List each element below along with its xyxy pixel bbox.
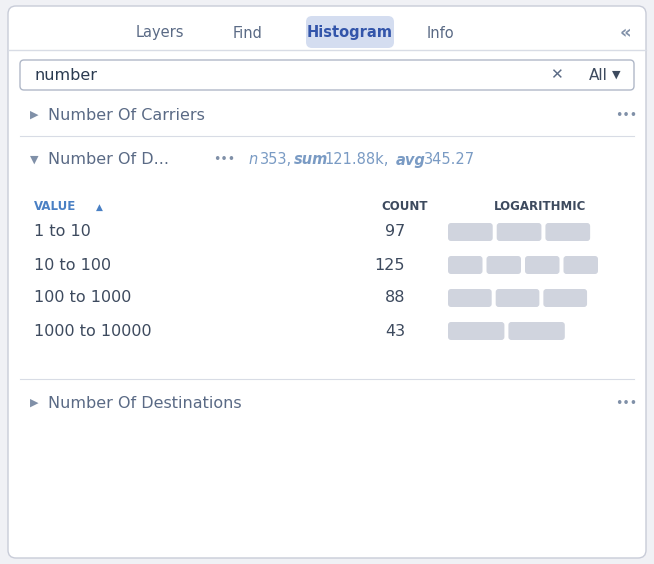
Text: 345.27: 345.27	[424, 152, 475, 168]
Text: •••: •••	[213, 153, 235, 166]
Text: Number Of D...: Number Of D...	[48, 152, 169, 168]
Text: ▶: ▶	[29, 110, 38, 120]
FancyBboxPatch shape	[448, 223, 492, 241]
Text: •••: •••	[615, 396, 637, 409]
FancyBboxPatch shape	[545, 223, 590, 241]
Text: Info: Info	[426, 25, 454, 41]
Text: ▲: ▲	[96, 202, 103, 212]
FancyBboxPatch shape	[8, 6, 646, 558]
Text: 1 to 10: 1 to 10	[34, 224, 91, 240]
FancyBboxPatch shape	[306, 16, 394, 48]
Text: 353,: 353,	[260, 152, 292, 168]
Text: 10 to 100: 10 to 100	[34, 258, 111, 272]
Text: Layers: Layers	[136, 25, 184, 41]
Text: «: «	[619, 24, 631, 42]
Text: 43: 43	[385, 324, 405, 338]
FancyBboxPatch shape	[496, 223, 542, 241]
Text: sum: sum	[294, 152, 328, 168]
FancyBboxPatch shape	[448, 289, 492, 307]
Text: number: number	[34, 68, 97, 82]
Text: ▼: ▼	[29, 155, 38, 165]
FancyBboxPatch shape	[448, 322, 504, 340]
FancyBboxPatch shape	[543, 289, 587, 307]
FancyBboxPatch shape	[508, 322, 565, 340]
Text: n: n	[248, 152, 257, 168]
Text: Find: Find	[233, 25, 263, 41]
FancyBboxPatch shape	[496, 289, 540, 307]
Text: 100 to 1000: 100 to 1000	[34, 290, 131, 306]
Text: ▼: ▼	[611, 70, 620, 80]
Text: 97: 97	[385, 224, 405, 240]
FancyBboxPatch shape	[564, 256, 598, 274]
Text: Number Of Destinations: Number Of Destinations	[48, 395, 241, 411]
Text: 88: 88	[385, 290, 405, 306]
FancyBboxPatch shape	[487, 256, 521, 274]
Text: All: All	[589, 68, 608, 82]
FancyBboxPatch shape	[525, 256, 560, 274]
Text: VALUE: VALUE	[34, 200, 77, 214]
Text: 121.88k,: 121.88k,	[324, 152, 388, 168]
Text: Number Of Carriers: Number Of Carriers	[48, 108, 205, 122]
FancyBboxPatch shape	[448, 256, 483, 274]
Text: •••: •••	[615, 108, 637, 121]
Text: Histogram: Histogram	[307, 25, 393, 41]
Text: 1000 to 10000: 1000 to 10000	[34, 324, 152, 338]
Text: 125: 125	[375, 258, 405, 272]
Text: ✕: ✕	[549, 68, 562, 82]
Text: avg: avg	[396, 152, 426, 168]
FancyBboxPatch shape	[20, 60, 634, 90]
Text: LOGARITHMIC: LOGARITHMIC	[494, 200, 586, 214]
Text: ▶: ▶	[29, 398, 38, 408]
Text: COUNT: COUNT	[382, 200, 428, 214]
